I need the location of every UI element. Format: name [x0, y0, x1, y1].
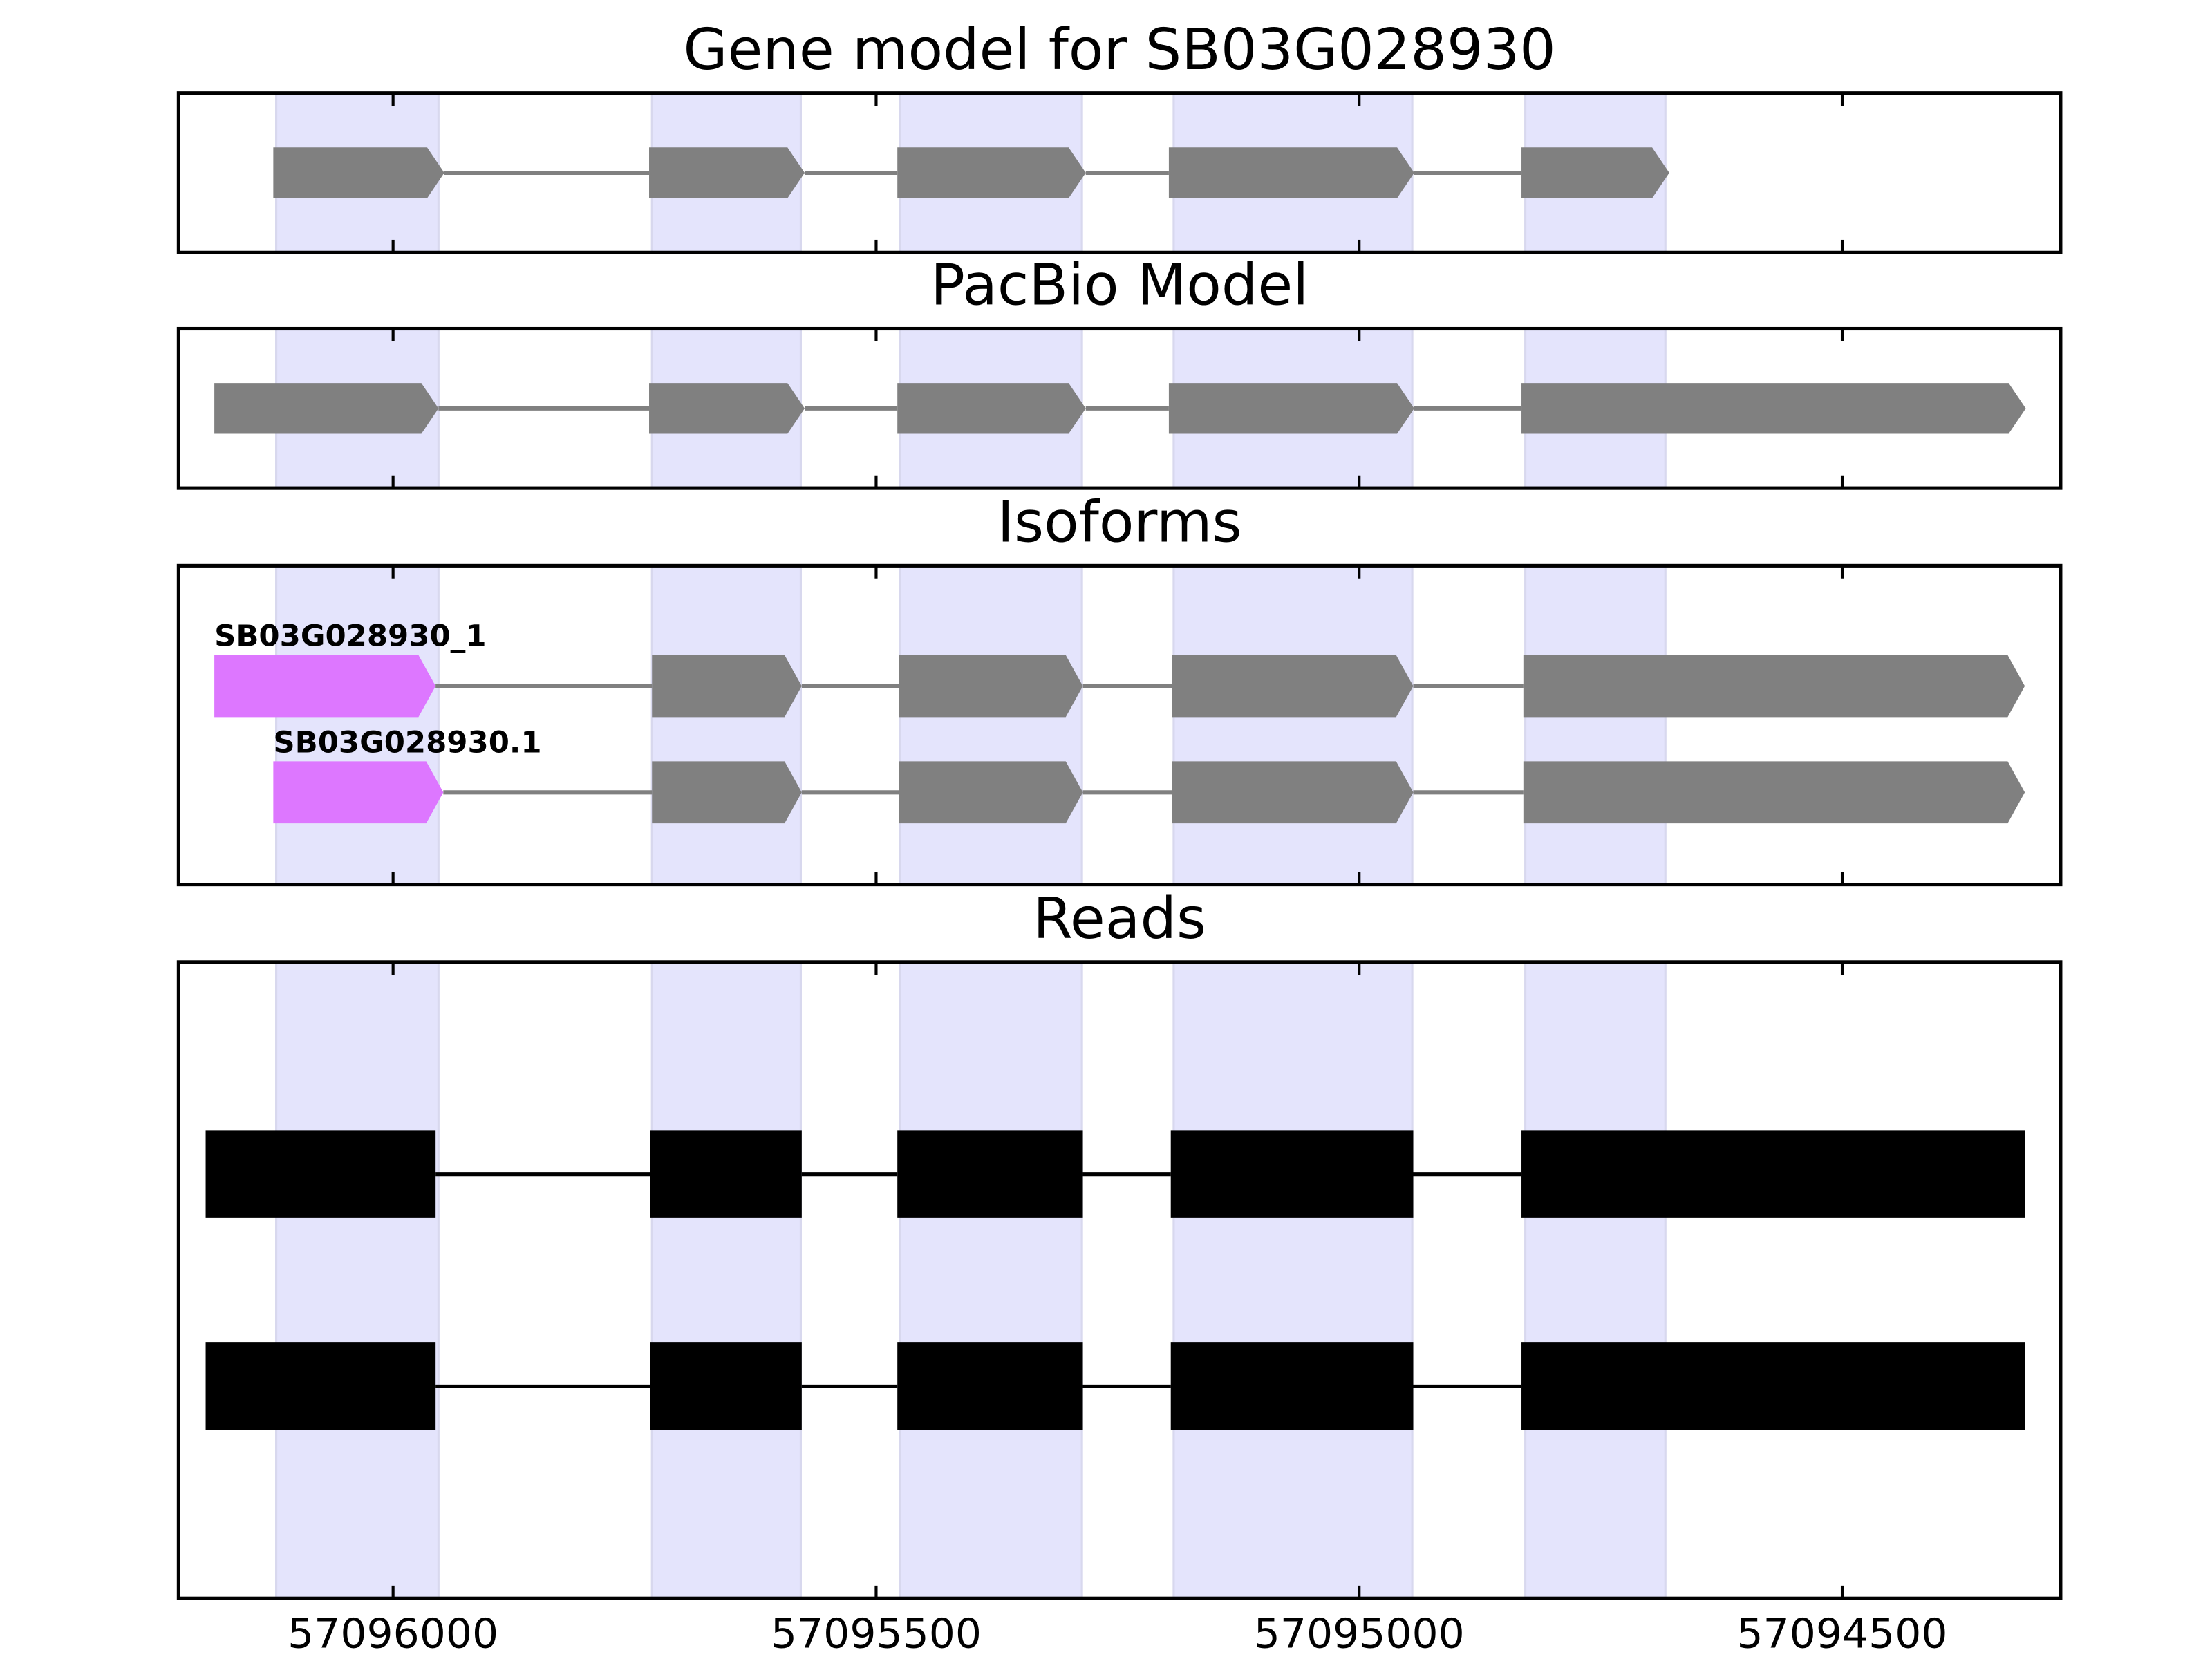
- exon-highlight: [275, 961, 440, 1600]
- exon: [1523, 761, 2025, 824]
- panel-title: Isoforms: [997, 490, 1242, 555]
- exon: [1521, 383, 2026, 434]
- exon: [899, 761, 1083, 824]
- exon-highlight: [1524, 961, 1667, 1600]
- x-tick-label: 57094500: [1737, 1611, 1948, 1658]
- x-tick-label: 57095000: [1254, 1611, 1465, 1658]
- exon: [649, 383, 805, 434]
- exon: [273, 147, 444, 198]
- panel: Reads 57096000 57095500 57095000 57094500: [176, 886, 2063, 1658]
- isoform-label: SB03G028930_1: [214, 619, 486, 654]
- exon: [1521, 1130, 2025, 1218]
- panel-frame: [176, 91, 2063, 254]
- exon: [897, 1130, 1083, 1218]
- exon: [652, 761, 802, 824]
- exon: [1521, 147, 1669, 198]
- exon: [1521, 1342, 2025, 1430]
- x-tick-label: 57095500: [771, 1611, 982, 1658]
- exon-highlight: [650, 961, 802, 1600]
- panel-title: Reads: [1033, 886, 1206, 951]
- exon: [205, 1130, 436, 1218]
- exon: [897, 147, 1086, 198]
- exon: [650, 1130, 802, 1218]
- panel-frame: [176, 563, 2063, 887]
- panel: PacBio Model: [176, 253, 2063, 490]
- exon: [652, 655, 802, 718]
- exon-highlight: [1524, 564, 1667, 886]
- panel: Isoforms SB03G028930_1 SB03G028930.1: [176, 490, 2063, 887]
- panel: Gene model for SB03G028930: [176, 17, 2063, 254]
- exon: [1168, 147, 1414, 198]
- panel-title: Gene model for SB03G028930: [683, 17, 1555, 82]
- exon: [1170, 1342, 1414, 1430]
- exon: [1523, 655, 2025, 718]
- exon-highlight: [899, 564, 1083, 886]
- exon: [214, 383, 439, 434]
- exon-highlight: [899, 961, 1083, 1600]
- exon: [205, 1342, 436, 1430]
- isoform-label: SB03G028930.1: [273, 726, 541, 760]
- exon: [650, 1342, 802, 1430]
- exon-highlight: [1172, 961, 1414, 1600]
- exon: [899, 655, 1083, 718]
- x-tick-label: 57096000: [288, 1611, 498, 1658]
- panel-frame: [176, 960, 2063, 1600]
- exon: [897, 383, 1086, 434]
- exon: [1172, 655, 1414, 718]
- exon: [1168, 383, 1414, 434]
- exon: [273, 761, 444, 824]
- exon: [649, 147, 805, 198]
- exon-highlight: [1172, 564, 1414, 886]
- exon: [897, 1342, 1083, 1430]
- exon: [1172, 761, 1414, 824]
- exon: [214, 655, 436, 718]
- exon: [1170, 1130, 1414, 1218]
- exon-highlight: [650, 564, 802, 886]
- panel-title: PacBio Model: [930, 253, 1309, 318]
- panel-frame: [176, 326, 2063, 490]
- exon-highlight: [275, 564, 440, 886]
